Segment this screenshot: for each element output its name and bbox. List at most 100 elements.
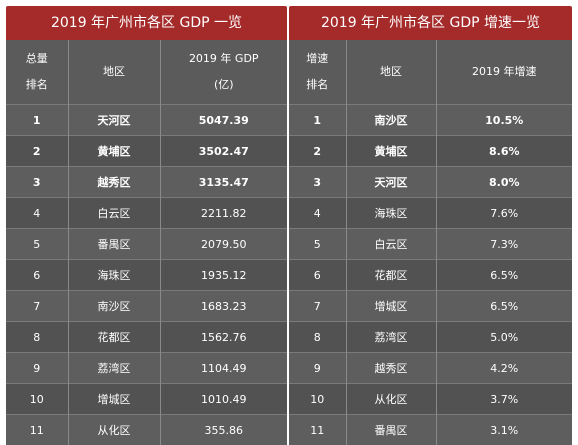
gdp-header-line2: (亿) xyxy=(161,72,288,98)
gdp-total-header-row: 总量 排名 地区 2019 年 GDP (亿) xyxy=(6,40,287,105)
rank-cell: 7 xyxy=(289,291,346,322)
rank-cell: 4 xyxy=(289,198,346,229)
rank-cell: 8 xyxy=(6,322,68,353)
rank-cell: 4 xyxy=(6,198,68,229)
rank-cell: 3 xyxy=(6,167,68,198)
district-cell: 天河区 xyxy=(68,105,160,136)
rank-cell: 3 xyxy=(289,167,346,198)
gdp-header: 2019 年 GDP (亿) xyxy=(160,40,287,105)
district-cell: 增城区 xyxy=(68,384,160,415)
district-cell: 海珠区 xyxy=(346,198,436,229)
district-cell: 黄埔区 xyxy=(346,136,436,167)
value-cell: 1935.12 xyxy=(160,260,287,291)
gdp-growth-panel: 2019 年广州市各区 GDP 增速一览 增速 排名 地区 2019 年增速 1… xyxy=(289,6,572,445)
value-cell: 1010.49 xyxy=(160,384,287,415)
gdp-total-panel: 2019 年广州市各区 GDP 一览 总量 排名 地区 2019 年 GDP (… xyxy=(6,6,287,445)
district-cell: 从化区 xyxy=(68,415,160,445)
value-cell: 10.5% xyxy=(436,105,572,136)
rank-cell: 9 xyxy=(289,353,346,384)
rank-cell: 5 xyxy=(6,229,68,260)
rank-cell: 6 xyxy=(289,260,346,291)
rank-cell: 10 xyxy=(6,384,68,415)
growth-district-header: 地区 xyxy=(346,40,436,105)
rank-cell: 5 xyxy=(289,229,346,260)
value-cell: 3.7% xyxy=(436,384,572,415)
value-cell: 3.1% xyxy=(436,415,572,445)
value-cell: 1683.23 xyxy=(160,291,287,322)
value-cell: 8.6% xyxy=(436,136,572,167)
district-cell: 天河区 xyxy=(346,167,436,198)
district-cell: 南沙区 xyxy=(68,291,160,322)
district-cell: 越秀区 xyxy=(68,167,160,198)
value-cell: 355.86 xyxy=(160,415,287,445)
district-cell: 越秀区 xyxy=(346,353,436,384)
growth-rank-header-line1: 增速 xyxy=(289,46,346,72)
value-cell: 7.6% xyxy=(436,198,572,229)
rank-cell: 1 xyxy=(289,105,346,136)
value-cell: 7.3% xyxy=(436,229,572,260)
value-cell: 4.2% xyxy=(436,353,572,384)
district-cell: 荔湾区 xyxy=(68,353,160,384)
district-cell: 花都区 xyxy=(346,260,436,291)
value-cell: 3135.47 xyxy=(160,167,287,198)
district-cell: 番禺区 xyxy=(68,229,160,260)
district-cell: 白云区 xyxy=(68,198,160,229)
rank-cell: 2 xyxy=(289,136,346,167)
growth-header: 2019 年增速 xyxy=(436,40,572,105)
rank-cell: 8 xyxy=(289,322,346,353)
rank-cell: 2 xyxy=(6,136,68,167)
rank-cell: 11 xyxy=(6,415,68,445)
rank-cell: 1 xyxy=(6,105,68,136)
value-cell: 1104.49 xyxy=(160,353,287,384)
district-cell: 从化区 xyxy=(346,384,436,415)
value-cell: 2211.82 xyxy=(160,198,287,229)
value-cell: 2079.50 xyxy=(160,229,287,260)
gdp-growth-title: 2019 年广州市各区 GDP 增速一览 xyxy=(289,6,572,40)
district-cell: 黄埔区 xyxy=(68,136,160,167)
rank-cell: 9 xyxy=(6,353,68,384)
rank-cell: 11 xyxy=(289,415,346,445)
rank-header: 总量 排名 xyxy=(6,40,68,105)
gdp-growth-header-row: 增速 排名 地区 2019 年增速 xyxy=(289,40,572,105)
rank-cell: 7 xyxy=(6,291,68,322)
value-cell: 5.0% xyxy=(436,322,572,353)
value-cell: 3502.47 xyxy=(160,136,287,167)
rank-cell: 6 xyxy=(6,260,68,291)
district-header: 地区 xyxy=(68,40,160,105)
growth-rank-header: 增速 排名 xyxy=(289,40,346,105)
district-cell: 海珠区 xyxy=(68,260,160,291)
rank-cell: 10 xyxy=(289,384,346,415)
growth-rank-header-line2: 排名 xyxy=(289,72,346,98)
rank-header-line1: 总量 xyxy=(6,46,68,72)
gdp-total-title: 2019 年广州市各区 GDP 一览 xyxy=(6,6,287,40)
district-cell: 南沙区 xyxy=(346,105,436,136)
rank-header-line2: 排名 xyxy=(6,72,68,98)
value-cell: 1562.76 xyxy=(160,322,287,353)
district-cell: 番禺区 xyxy=(346,415,436,445)
value-cell: 6.5% xyxy=(436,291,572,322)
